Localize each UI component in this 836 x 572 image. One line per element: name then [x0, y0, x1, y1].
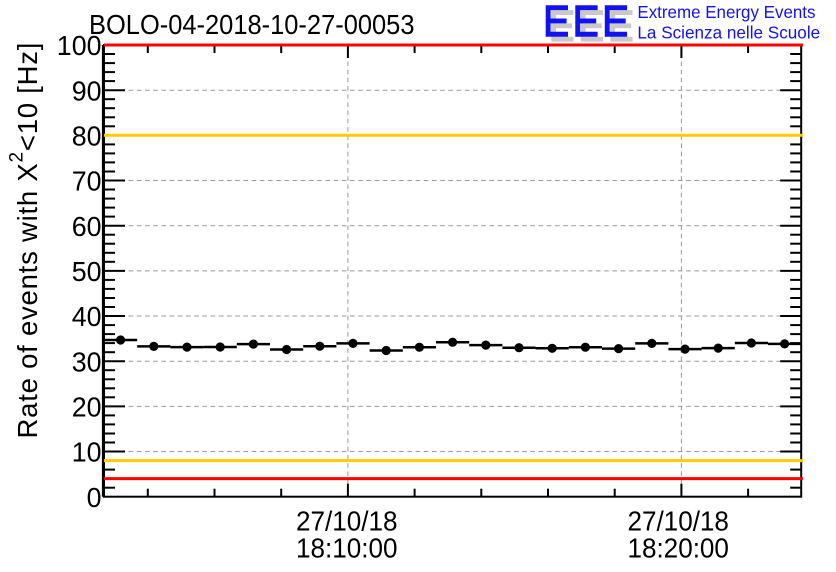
- svg-text:Rate of events with X2<10 [Hz]: Rate of events with X2<10 [Hz]: [7, 42, 44, 439]
- svg-text:40: 40: [72, 301, 102, 332]
- svg-text:0: 0: [87, 482, 102, 513]
- svg-text:60: 60: [72, 211, 102, 242]
- svg-text:La Scienza nelle Scuole: La Scienza nelle Scuole: [637, 22, 820, 42]
- svg-text:BOLO-04-2018-10-27-00053: BOLO-04-2018-10-27-00053: [89, 9, 415, 40]
- svg-text:90: 90: [72, 75, 102, 106]
- svg-text:80: 80: [72, 121, 102, 152]
- svg-text:10: 10: [72, 437, 102, 468]
- svg-text:30: 30: [72, 346, 102, 377]
- svg-text:50: 50: [72, 256, 102, 287]
- svg-text:18:10:00: 18:10:00: [296, 532, 398, 563]
- svg-text:70: 70: [72, 166, 102, 197]
- svg-text:100: 100: [57, 30, 102, 61]
- svg-text:Extreme Energy Events: Extreme Energy Events: [637, 2, 815, 22]
- svg-text:18:20:00: 18:20:00: [627, 532, 729, 563]
- svg-text:20: 20: [72, 392, 102, 423]
- svg-text:27/10/18: 27/10/18: [296, 506, 398, 537]
- svg-text:27/10/18: 27/10/18: [627, 506, 729, 537]
